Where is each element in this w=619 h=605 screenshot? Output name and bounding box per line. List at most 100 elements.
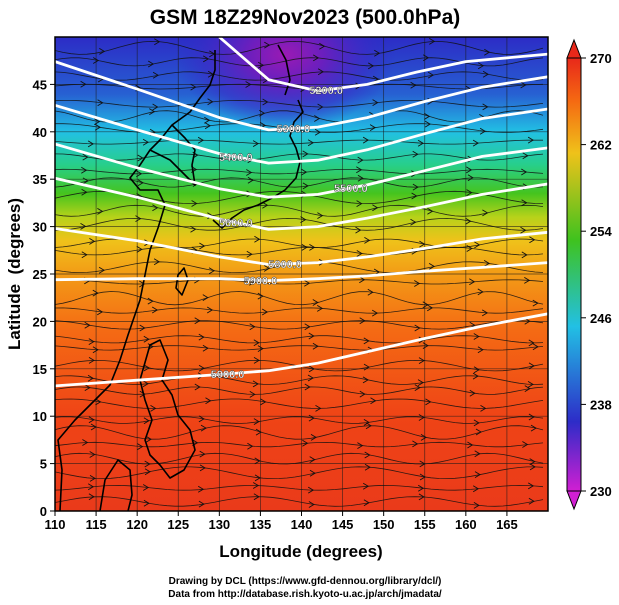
y-tick-label: 5 (40, 457, 47, 472)
streamline-arrow (466, 189, 473, 196)
streamline-arrow (202, 55, 210, 63)
streamline-arrow (356, 250, 363, 257)
streamline-arrow (136, 170, 143, 178)
streamline-arrow (260, 398, 267, 406)
contour-label: 5600.0 (219, 217, 253, 229)
streamline-arrow (427, 207, 434, 215)
colorbar: 230 238 246 254 262 270 (566, 38, 612, 511)
streamline (55, 217, 544, 231)
streamline-arrow (465, 217, 472, 225)
streamline-arrow (418, 357, 425, 364)
streamline-arrow (365, 422, 372, 430)
streamline-arrow (308, 414, 315, 422)
streamline-arrow (427, 71, 434, 79)
streamline-arrow (419, 473, 426, 481)
streamline-arrow (312, 54, 320, 62)
streamline-arrow (362, 482, 370, 490)
streamline-arrow (94, 123, 101, 131)
x-tick-label: 145 (332, 517, 354, 532)
streamline-arrow (319, 42, 326, 50)
streamline-arrow (483, 260, 490, 267)
streamline-arrow (308, 365, 315, 373)
streamline-arrow (137, 154, 144, 162)
height-contour (55, 261, 548, 282)
streamline-arrow (372, 204, 379, 212)
streamline-arrow (307, 139, 314, 147)
streamline-arrow (310, 434, 317, 441)
height-contour (55, 227, 548, 266)
streamline-arrow (247, 176, 254, 184)
coastline-borneo (99, 459, 133, 511)
streamline-arrow (309, 456, 316, 463)
colorbar-tick-label: 246 (590, 311, 612, 326)
plot-area: 5200.0 5300.0 5400.0 5500.0 5600.0 5800.0 5900… (55, 37, 548, 511)
streamline-arrow (357, 156, 364, 164)
streamline-arrow (190, 83, 197, 91)
streamline-arrow (428, 263, 435, 270)
streamline-arrow (135, 215, 142, 222)
streamline-arrow (363, 363, 370, 371)
colorbar-tick-label: 270 (590, 51, 612, 66)
x-tick-label: 160 (455, 517, 477, 532)
streamline-arrow (263, 265, 270, 272)
streamline (55, 375, 544, 385)
streamline-arrow (247, 442, 254, 450)
height-contour (218, 37, 548, 93)
streamline (55, 177, 544, 188)
streamline-arrow (414, 384, 421, 391)
streamline-arrow (82, 177, 89, 185)
contour-label: 5900.0 (211, 369, 245, 381)
streamline-arrow (522, 441, 529, 448)
height-contour (55, 176, 548, 231)
streamline-arrow (84, 384, 91, 391)
streamline-arrow (92, 346, 99, 354)
y-tick-label: 25 (33, 267, 47, 282)
streamline-arrow (152, 71, 159, 79)
streamline-arrow (152, 204, 159, 212)
streamline-arrow (143, 417, 150, 425)
streamline-arrow (314, 115, 321, 122)
streamline-arrow (81, 188, 88, 196)
streamline-arrow (89, 238, 96, 245)
height-contour (55, 142, 548, 199)
streamline-arrow (151, 306, 159, 314)
streamline-arrow (317, 68, 324, 76)
streamline-arrow (253, 493, 260, 501)
streamline-arrow (528, 497, 535, 505)
streamline-arrow (424, 113, 431, 120)
contour-label: 5900.0 (244, 275, 278, 287)
x-axis: 110 115 120 125 130 135 140 145 150 155 160 165 (45, 511, 518, 532)
streamline-arrow (364, 463, 371, 471)
streamline (55, 123, 544, 133)
streamline-arrow (481, 309, 489, 317)
streamline-arrow (199, 464, 206, 472)
streamline-arrow (412, 183, 419, 191)
streamline-arrow (414, 324, 421, 332)
streamline-arrow (315, 405, 322, 412)
streamline-arrow (153, 258, 160, 266)
streamline-arrow (359, 276, 366, 284)
streamline-arrow (422, 342, 429, 349)
streamline-arrow (89, 451, 96, 458)
x-tick-label: 135 (250, 517, 272, 532)
streamline-arrow (356, 200, 363, 207)
streamline-arrow (356, 166, 363, 174)
streamline-arrow (317, 212, 324, 219)
colorbar-tick-label: 230 (590, 484, 612, 499)
streamline-arrow (521, 168, 528, 176)
streamline-arrow (482, 103, 489, 111)
colorbar-max-arrow (566, 38, 582, 59)
streamline-arrow (469, 389, 476, 397)
streamline-arrow (371, 309, 379, 317)
streamline-arrow (261, 308, 269, 316)
streamline-arrow (264, 41, 271, 49)
colorbar-tick-label: 262 (590, 138, 612, 153)
streamline-arrow (92, 57, 100, 64)
streamline-arrow (143, 335, 150, 343)
streamline-arrow (300, 216, 307, 223)
streamline-arrow (480, 405, 487, 412)
streamline-arrow (198, 364, 205, 372)
streamline-arrow (197, 485, 205, 493)
x-tick-label: 110 (45, 517, 66, 532)
streamline-arrow (412, 440, 419, 448)
